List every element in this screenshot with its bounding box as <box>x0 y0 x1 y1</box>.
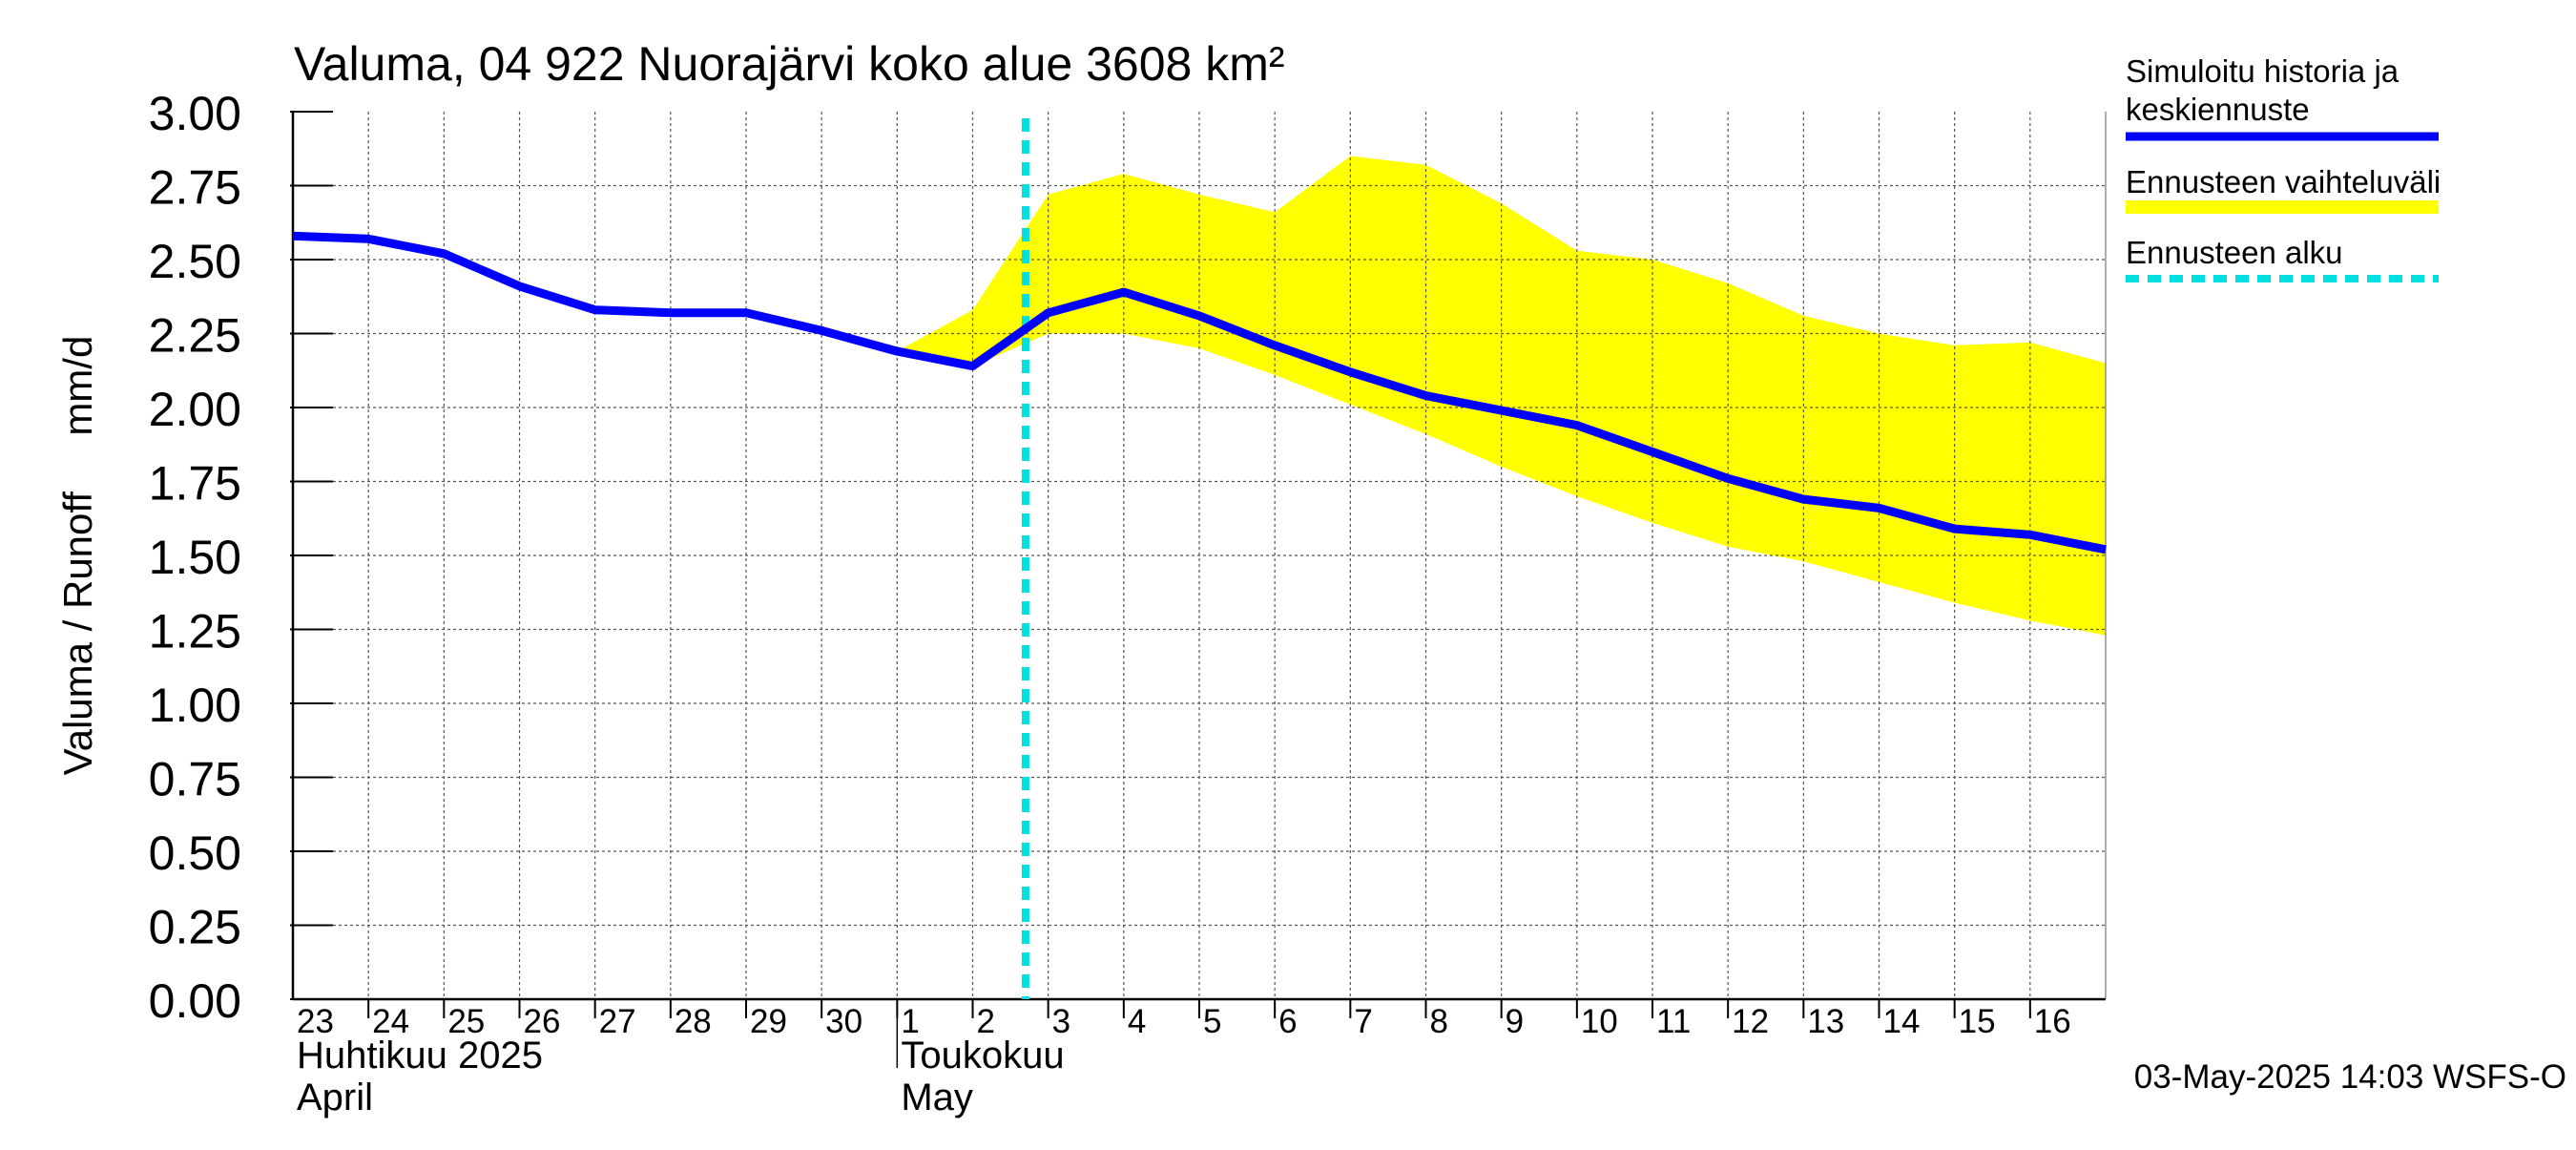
y-tick-label: 1.00 <box>149 679 241 732</box>
footer-timestamp: 03-May-2025 14:03 WSFS-O <box>2134 1058 2566 1096</box>
legend-label-range: Ennusteen vaihteluväli <box>2126 164 2441 199</box>
y-tick-label: 2.50 <box>149 235 241 288</box>
month-label-fi: Toukokuu <box>901 1035 1064 1077</box>
x-tick-label: 26 <box>524 1003 561 1040</box>
legend-label-forecast-start: Ennusteen alku <box>2126 235 2343 270</box>
month-label-en: May <box>901 1077 973 1119</box>
y-tick-label: 1.25 <box>149 605 241 659</box>
x-tick-label: 6 <box>1278 1003 1297 1040</box>
x-tick-label: 10 <box>1581 1003 1618 1040</box>
x-tick-label: 7 <box>1354 1003 1372 1040</box>
x-tick-label: 9 <box>1506 1003 1524 1040</box>
x-tick-label: 3 <box>1052 1003 1070 1040</box>
x-tick-label: 4 <box>1128 1003 1146 1040</box>
y-tick-label: 0.50 <box>149 826 241 880</box>
y-tick-label: 3.00 <box>149 87 241 140</box>
x-tick-label: 2 <box>977 1003 995 1040</box>
x-tick-label: 11 <box>1656 1003 1691 1040</box>
x-tick-label: 14 <box>1883 1003 1921 1040</box>
y-tick-label: 2.00 <box>149 383 241 436</box>
y-tick-label: 2.75 <box>149 161 241 215</box>
y-tick-label: 0.25 <box>149 901 241 954</box>
x-tick-label: 30 <box>825 1003 862 1040</box>
y-tick-label: 1.75 <box>149 457 241 511</box>
y-tick-label: 0.00 <box>149 974 241 1028</box>
x-tick-label: 5 <box>1203 1003 1221 1040</box>
legend-label-mean: Simuloitu historia ja keskiennuste <box>2126 53 2399 127</box>
month-label-en: April <box>297 1077 373 1119</box>
x-tick-label: 16 <box>2034 1003 2071 1040</box>
y-tick-label: 1.50 <box>149 531 241 584</box>
x-tick-label: 13 <box>1807 1003 1844 1040</box>
x-tick-label: 15 <box>1959 1003 1996 1040</box>
x-tick-label: 23 <box>297 1003 334 1040</box>
x-tick-label: 1 <box>901 1003 919 1040</box>
y-tick-label: 0.75 <box>149 753 241 806</box>
month-label-fi: Huhtikuu 2025 <box>297 1035 543 1077</box>
chart-title: Valuma, 04 922 Nuorajärvi koko alue 3608… <box>294 37 1285 91</box>
forecast-range-band <box>897 156 2107 636</box>
x-tick-label: 8 <box>1430 1003 1448 1040</box>
y-axis-label: Valuma / Runoff mm/d <box>55 336 100 776</box>
x-tick-label: 28 <box>675 1003 712 1040</box>
series-line-mean <box>292 231 2107 554</box>
x-tick-label: 25 <box>447 1003 485 1040</box>
x-tick-label: 12 <box>1732 1003 1769 1040</box>
x-tick-label: 24 <box>372 1003 409 1040</box>
y-tick-label: 2.25 <box>149 309 241 363</box>
x-tick-label: 29 <box>750 1003 787 1040</box>
x-tick-label: 27 <box>599 1003 636 1040</box>
